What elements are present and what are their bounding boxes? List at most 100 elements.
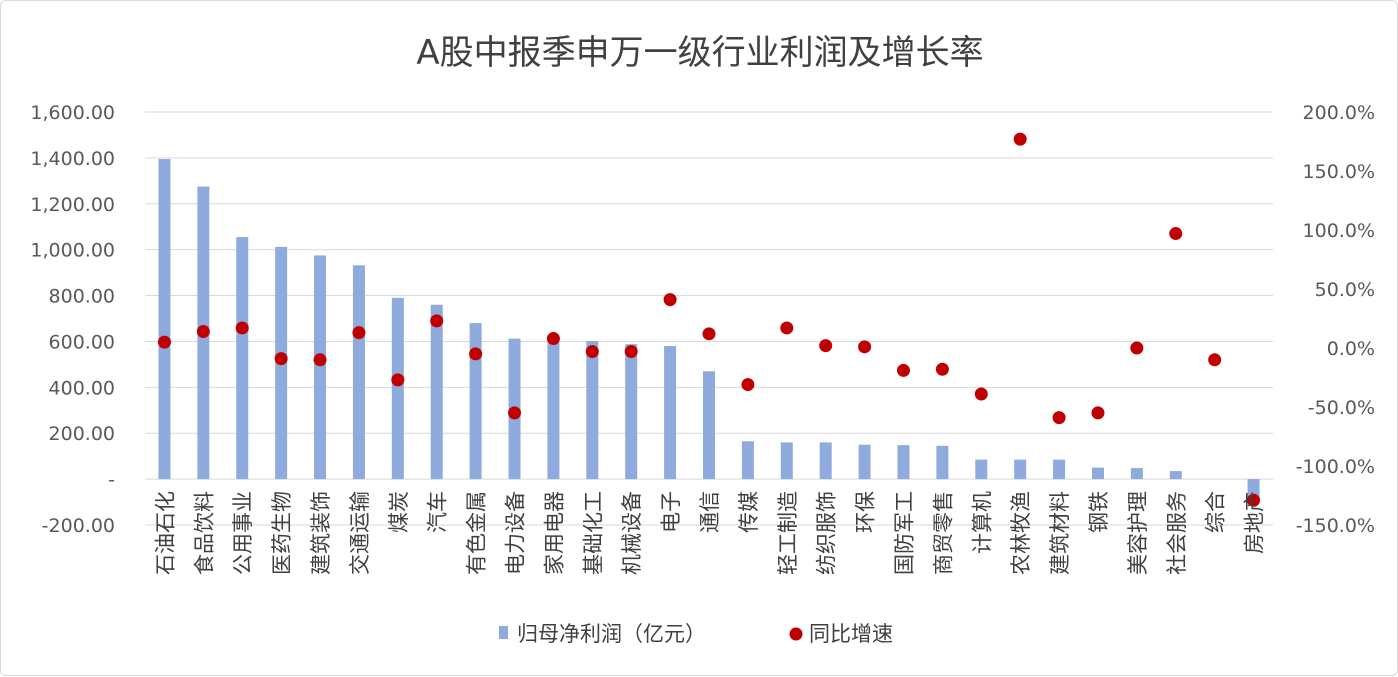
x-tick-label: 机械设备 <box>620 491 644 575</box>
x-tick-label: 农林牧渔 <box>1009 491 1033 575</box>
y-right-tick-label: 100.0% <box>1303 220 1375 242</box>
scatter-point <box>313 353 327 367</box>
y-left-tick-label: 1,400.00 <box>30 148 115 170</box>
x-tick-label: 有色金属 <box>465 491 489 575</box>
bar <box>236 237 249 480</box>
bar <box>1053 459 1066 480</box>
x-tick-label: 社会服务 <box>1165 491 1189 575</box>
scatter-point <box>235 321 249 335</box>
y-right-tick-label: -50.0% <box>1308 397 1375 419</box>
scatter-point <box>819 339 833 353</box>
x-tick-label: 基础化工 <box>581 491 605 575</box>
scatter-point <box>974 387 988 401</box>
scatter-point <box>546 332 560 346</box>
x-tick-label: 美容护理 <box>1126 491 1150 575</box>
x-tick-label: 交通运输 <box>348 491 372 575</box>
bar <box>819 442 832 480</box>
x-tick-label: 房地产 <box>1243 491 1267 554</box>
scatter-point <box>780 321 794 335</box>
y-left-tick-label: -200.00 <box>42 515 115 537</box>
y-right-tick-label: 200.0% <box>1303 102 1375 124</box>
legend-label: 归母净利润（亿元） <box>517 622 706 646</box>
x-tick-label: 建筑装饰 <box>309 491 333 575</box>
chart-title: A股中报季申万一级行业利润及增长率 <box>416 33 984 73</box>
x-tick-label: 煤炭 <box>387 491 411 533</box>
scatter-point <box>157 335 171 349</box>
scatter-point <box>1169 227 1183 241</box>
y-left-tick-label: 200.00 <box>49 423 115 445</box>
x-tick-label: 钢铁 <box>1087 491 1111 533</box>
bar <box>664 346 677 480</box>
x-tick-label: 计算机 <box>970 491 994 554</box>
y-right-tick-label: 0.0% <box>1327 338 1375 360</box>
scatter-point <box>196 324 210 338</box>
y-right-tick-label: -100.0% <box>1296 456 1375 478</box>
x-tick-label: 综合 <box>1204 491 1228 533</box>
y-left-tick-label: 800.00 <box>49 286 115 308</box>
x-tick-label: 通信 <box>698 491 722 533</box>
bar <box>314 255 327 480</box>
scatter-point <box>1052 411 1066 425</box>
bar <box>975 459 988 480</box>
y-left-tick-label: 600.00 <box>49 331 115 353</box>
x-tick-label: 商贸零售 <box>931 491 955 575</box>
bar <box>586 340 599 480</box>
x-tick-label: 纺织服饰 <box>815 491 839 575</box>
y-left-tick-label: 1,200.00 <box>30 194 115 216</box>
bar <box>158 159 171 480</box>
x-tick-label: 家用电器 <box>542 491 566 575</box>
bar <box>741 441 754 480</box>
bar <box>391 297 404 480</box>
scatter-point <box>896 363 910 377</box>
x-tick-label: 公用事业 <box>231 491 255 575</box>
y-right-tick-label: 150.0% <box>1303 161 1375 183</box>
scatter-point <box>663 293 677 307</box>
bar <box>469 323 482 480</box>
bar <box>547 340 560 480</box>
bar <box>1091 467 1104 480</box>
bar <box>625 344 638 480</box>
scatter-point <box>1208 353 1222 367</box>
scatter-point <box>1130 341 1144 355</box>
x-tick-label: 食品饮料 <box>192 491 216 575</box>
x-tick-label: 建筑材料 <box>1048 491 1072 575</box>
y-left-tick-label: 1,600.00 <box>30 102 115 124</box>
scatter-point <box>624 345 638 359</box>
bar <box>897 445 910 480</box>
scatter-point <box>702 327 716 341</box>
x-tick-label: 电力设备 <box>504 491 528 575</box>
scatter-point <box>391 373 405 387</box>
x-tick-label: 轻工制造 <box>776 491 800 575</box>
scatter-point <box>1013 132 1027 146</box>
bar <box>703 371 715 480</box>
bar <box>780 442 793 480</box>
bar <box>430 304 443 480</box>
x-tick-label: 电子 <box>659 491 683 533</box>
bar <box>1130 468 1143 480</box>
bar <box>1169 471 1182 480</box>
scatter-point <box>585 345 599 359</box>
scatter-point <box>508 406 522 420</box>
legend-marker-bar <box>499 626 508 639</box>
bar <box>936 445 949 480</box>
bar <box>858 444 871 480</box>
y-right-tick-label: 50.0% <box>1315 279 1375 301</box>
scatter-point <box>858 340 872 354</box>
y-left-tick-label: 1,000.00 <box>30 240 115 262</box>
scatter-point <box>935 362 949 376</box>
scatter-point <box>274 352 288 366</box>
x-tick-label: 医药生物 <box>270 491 294 575</box>
scatter-point <box>430 314 444 328</box>
x-tick-label: 环保 <box>854 491 878 533</box>
scatter-point <box>1247 493 1261 507</box>
scatter-point <box>741 378 755 392</box>
x-tick-label: 石油石化 <box>153 491 177 575</box>
y-left-tick-label: - <box>108 469 115 491</box>
bar <box>1014 459 1027 480</box>
scatter-point <box>469 347 483 361</box>
x-tick-label: 国防军工 <box>892 491 916 575</box>
scatter-point <box>352 326 366 340</box>
x-tick-label: 汽车 <box>426 491 450 533</box>
